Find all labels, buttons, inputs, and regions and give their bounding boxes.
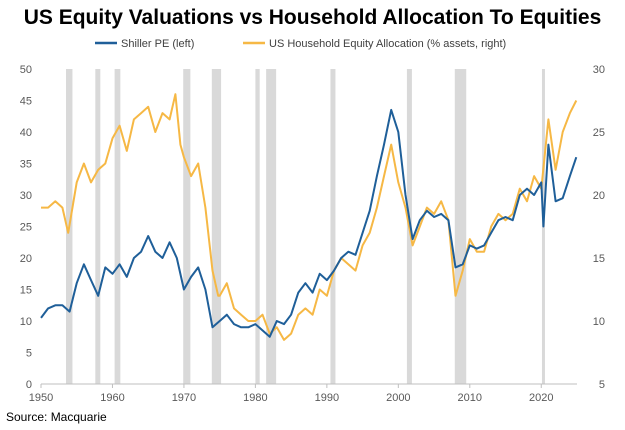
y-left-tick-label: 0: [26, 379, 32, 391]
legend-item-household-equity-allocation: US Household Equity Allocation (% assets…: [269, 38, 506, 50]
y-right-tick-label: 25: [593, 127, 605, 139]
y-left-tick-label: 50: [20, 64, 32, 76]
y-right-tick-label: 30: [593, 64, 605, 76]
y-right-tick-label: 15: [593, 253, 605, 265]
y-right-tick-label: 5: [599, 379, 605, 391]
recession-band: [114, 69, 121, 384]
x-tick-label: 2010: [458, 392, 482, 404]
chart-source: Source: Macquarie: [6, 410, 107, 424]
x-tick-label: 1990: [315, 392, 339, 404]
y-left-tick-label: 35: [20, 159, 32, 171]
chart-title: US Equity Valuations vs Household Alloca…: [23, 6, 602, 29]
x-tick-label: 1960: [100, 392, 124, 404]
x-tick-label: 2000: [386, 392, 410, 404]
y-left-tick-label: 25: [20, 222, 32, 234]
y-left-tick-label: 5: [26, 348, 32, 360]
legend-item-shiller-pe: Shiller PE (left): [121, 38, 194, 50]
x-tick-label: 1970: [172, 392, 196, 404]
recession-band: [95, 69, 101, 384]
y-right-tick-label: 20: [593, 190, 605, 202]
recession-band: [454, 69, 467, 384]
y-left-tick-label: 10: [20, 316, 32, 328]
series-layer: [40, 93, 578, 341]
recession-band: [266, 69, 277, 384]
y-right-tick-label: 10: [593, 316, 605, 328]
recession-band: [330, 69, 336, 384]
legend: Shiller PE (left) US Household Equity All…: [95, 38, 506, 50]
recession-band: [211, 69, 222, 384]
x-tick-label: 2020: [529, 392, 553, 404]
y-left-tick-label: 45: [20, 96, 32, 108]
axes: 1950 1960 1970 1980 1990 2000 2010 202005101520…: [20, 64, 605, 404]
x-tick-label: 1950: [29, 392, 53, 404]
y-left-tick-label: 15: [20, 285, 32, 297]
recession-band: [183, 69, 191, 384]
x-tick-label: 1980: [243, 392, 267, 404]
y-left-tick-label: 20: [20, 253, 32, 265]
recession-band: [255, 69, 260, 384]
y-left-tick-label: 30: [20, 190, 32, 202]
series-line-shiller-pe: [40, 108, 578, 338]
y-left-tick-label: 40: [20, 127, 32, 139]
series-line-household-equity-allocation: [41, 93, 578, 341]
